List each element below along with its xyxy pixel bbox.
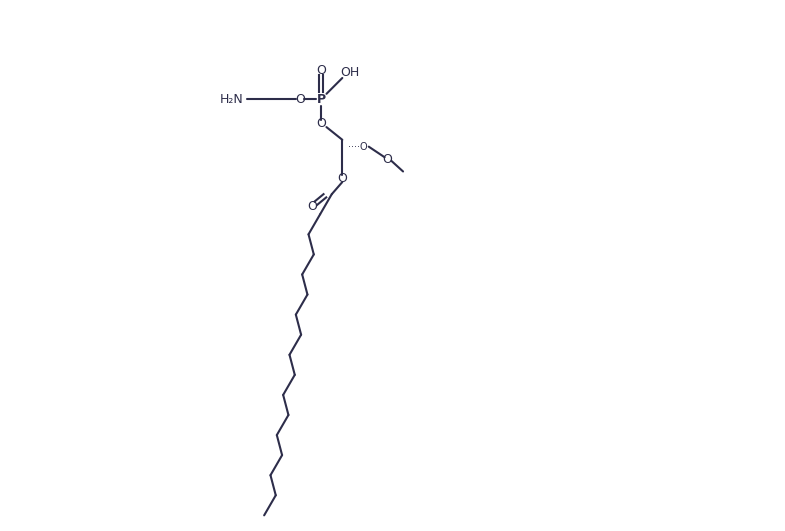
Text: O: O (382, 153, 392, 166)
Text: O: O (307, 200, 317, 213)
Text: O: O (338, 172, 347, 185)
Text: O: O (316, 64, 326, 76)
Text: O: O (295, 92, 305, 106)
Text: ····O: ····O (348, 142, 367, 152)
Text: OH: OH (341, 66, 360, 79)
Text: H₂N: H₂N (220, 92, 243, 106)
Text: P: P (316, 92, 326, 106)
Text: O: O (316, 117, 326, 131)
